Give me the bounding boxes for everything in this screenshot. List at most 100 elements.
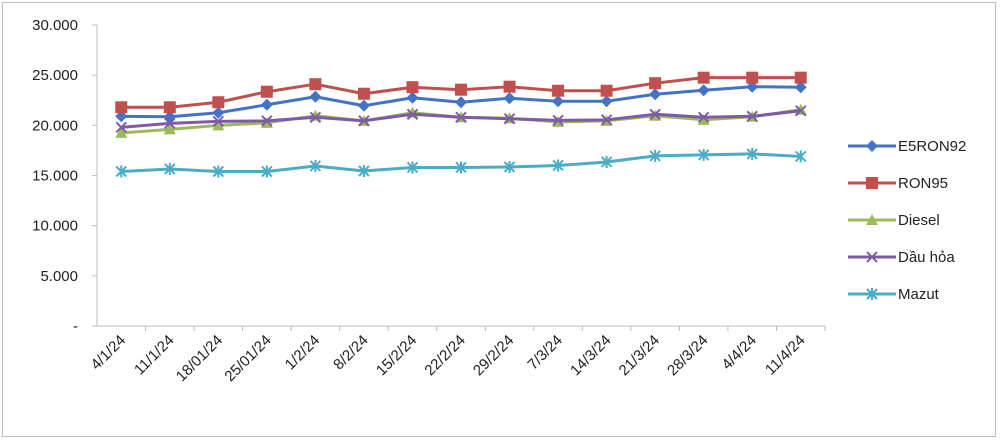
series-e5ron92-point [600,95,613,108]
legend-point [866,140,878,152]
x-tick-label: 7/3/24 [524,332,566,374]
series-ron95-point [649,77,662,90]
x-tick-label: 22/2/24 [421,332,468,379]
series-mazut-point [115,165,127,178]
x-tick-label: 28/3/24 [664,332,711,379]
chart-axes [96,25,825,327]
legend: E5RON92 RON95 Diesel Dầu hỏa Mazut [848,138,966,303]
series-ron95-point [115,101,128,114]
series-diesel-point [115,126,128,138]
series-d-u-h-a-point [309,111,322,124]
series-mazut-point [552,159,564,172]
series-ron95-point [406,81,419,94]
series-mazut-point [649,149,661,162]
series-mazut-point [309,159,322,172]
series-ron95-point [552,84,565,97]
series-ron95-point [503,80,516,93]
legend-point [866,177,878,189]
series-d-u-h-a-point [261,115,273,127]
series-e5ron92-point [746,80,759,93]
legend-item-e5ron92: E5RON92 [848,138,966,155]
legend-item-d-u-h-a: Dầu hỏa [848,249,955,266]
x-tick-label: 4/4/24 [719,332,761,374]
series-mazut-point [261,165,273,178]
x-tick-label: 11/1/24 [131,332,178,379]
series-d-u-h-a-point [552,114,564,127]
series-d-u-h-a-point [212,115,225,128]
series-e5ron92-point [649,88,662,101]
series-e5ron92-point [115,110,128,123]
series-d-u-h-a-point [795,105,807,117]
y-tick-label: 25.000 [32,67,78,84]
series-e5ron92-point [503,92,516,105]
series-ron95-point [309,78,322,91]
series-ron95-point [212,96,225,109]
series-d-u-h-a-point [164,117,176,130]
series-ron95-point [357,87,370,100]
legend-item-mazut: Mazut [848,286,940,303]
series-ron95-point [746,71,759,84]
series-d-u-h-a-point [455,111,467,124]
series-diesel-point [163,123,176,135]
series-layer [115,71,807,178]
series-ron95-point [600,84,613,97]
x-tick-label: 1/2/24 [282,332,324,374]
legend-label: Mazut [898,286,940,303]
x-tick-label: 14/3/24 [567,332,614,379]
series-ron95-point [697,71,710,84]
series-e5ron92 [115,80,807,123]
series-mazut-point [358,164,370,177]
series-ron95-point [455,83,467,96]
x-tick-label: 25/01/24 [221,332,274,385]
y-tick-label: 10.000 [32,218,78,235]
y-tick-label: - [73,318,78,335]
x-tick-label: 29/2/24 [470,332,517,379]
legend-label: RON95 [898,175,948,192]
series-ron95-point [260,85,273,98]
series-d-u-h-a-point [746,110,758,123]
series-mazut-point [795,150,807,163]
x-tick-label: 4/1/24 [88,332,130,374]
legend-item-ron95: RON95 [848,175,948,192]
x-tick-label: 18/01/24 [173,332,226,385]
series-ron95-point [794,71,807,84]
y-tick-label: 15.000 [32,168,78,185]
y-tick-label: 20.000 [32,117,78,134]
series-e5ron92-point [697,84,710,97]
legend-point [866,251,878,263]
series-d-u-h-a-point [503,113,516,125]
series-e5ron92-point [455,96,467,109]
y-tick-labels: - 5.000 10.000 15.000 20.000 25.000 30.000 [32,17,97,335]
series-mazut-point [164,162,176,175]
x-tick-label: 11/4/24 [762,332,809,379]
x-tick-label: 15/2/24 [373,332,420,379]
y-tick-label: 5.000 [40,268,78,285]
series-d-u-h-a [115,105,807,134]
series-mazut-point [503,160,516,173]
series-diesel-point [697,113,710,125]
series-d-u-h-a-point [600,114,613,126]
series-e5ron92-point [260,98,273,111]
legend-item-diesel: Diesel [848,212,940,229]
x-tick-label: 8/2/24 [330,332,372,374]
series-e5ron92-point [357,99,370,112]
series-ron95 [115,71,807,114]
y-tick-label: 30.000 [32,17,78,34]
legend-point [866,288,878,300]
legend-label: Dầu hỏa [898,249,955,266]
legend-label: E5RON92 [898,138,966,155]
series-diesel-point [212,119,225,131]
x-tick-label: 21/3/24 [616,332,663,379]
series-d-u-h-a-point [649,108,661,121]
series-mazut-point [406,161,419,174]
series-d-u-h-a-point [115,121,127,134]
series-ron95-point [163,101,176,114]
series-e5ron92-point [406,91,419,104]
series-mazut-point [600,155,613,168]
legend-label: Diesel [898,212,940,229]
series-mazut-point [697,148,710,161]
series-mazut-point [212,165,225,178]
